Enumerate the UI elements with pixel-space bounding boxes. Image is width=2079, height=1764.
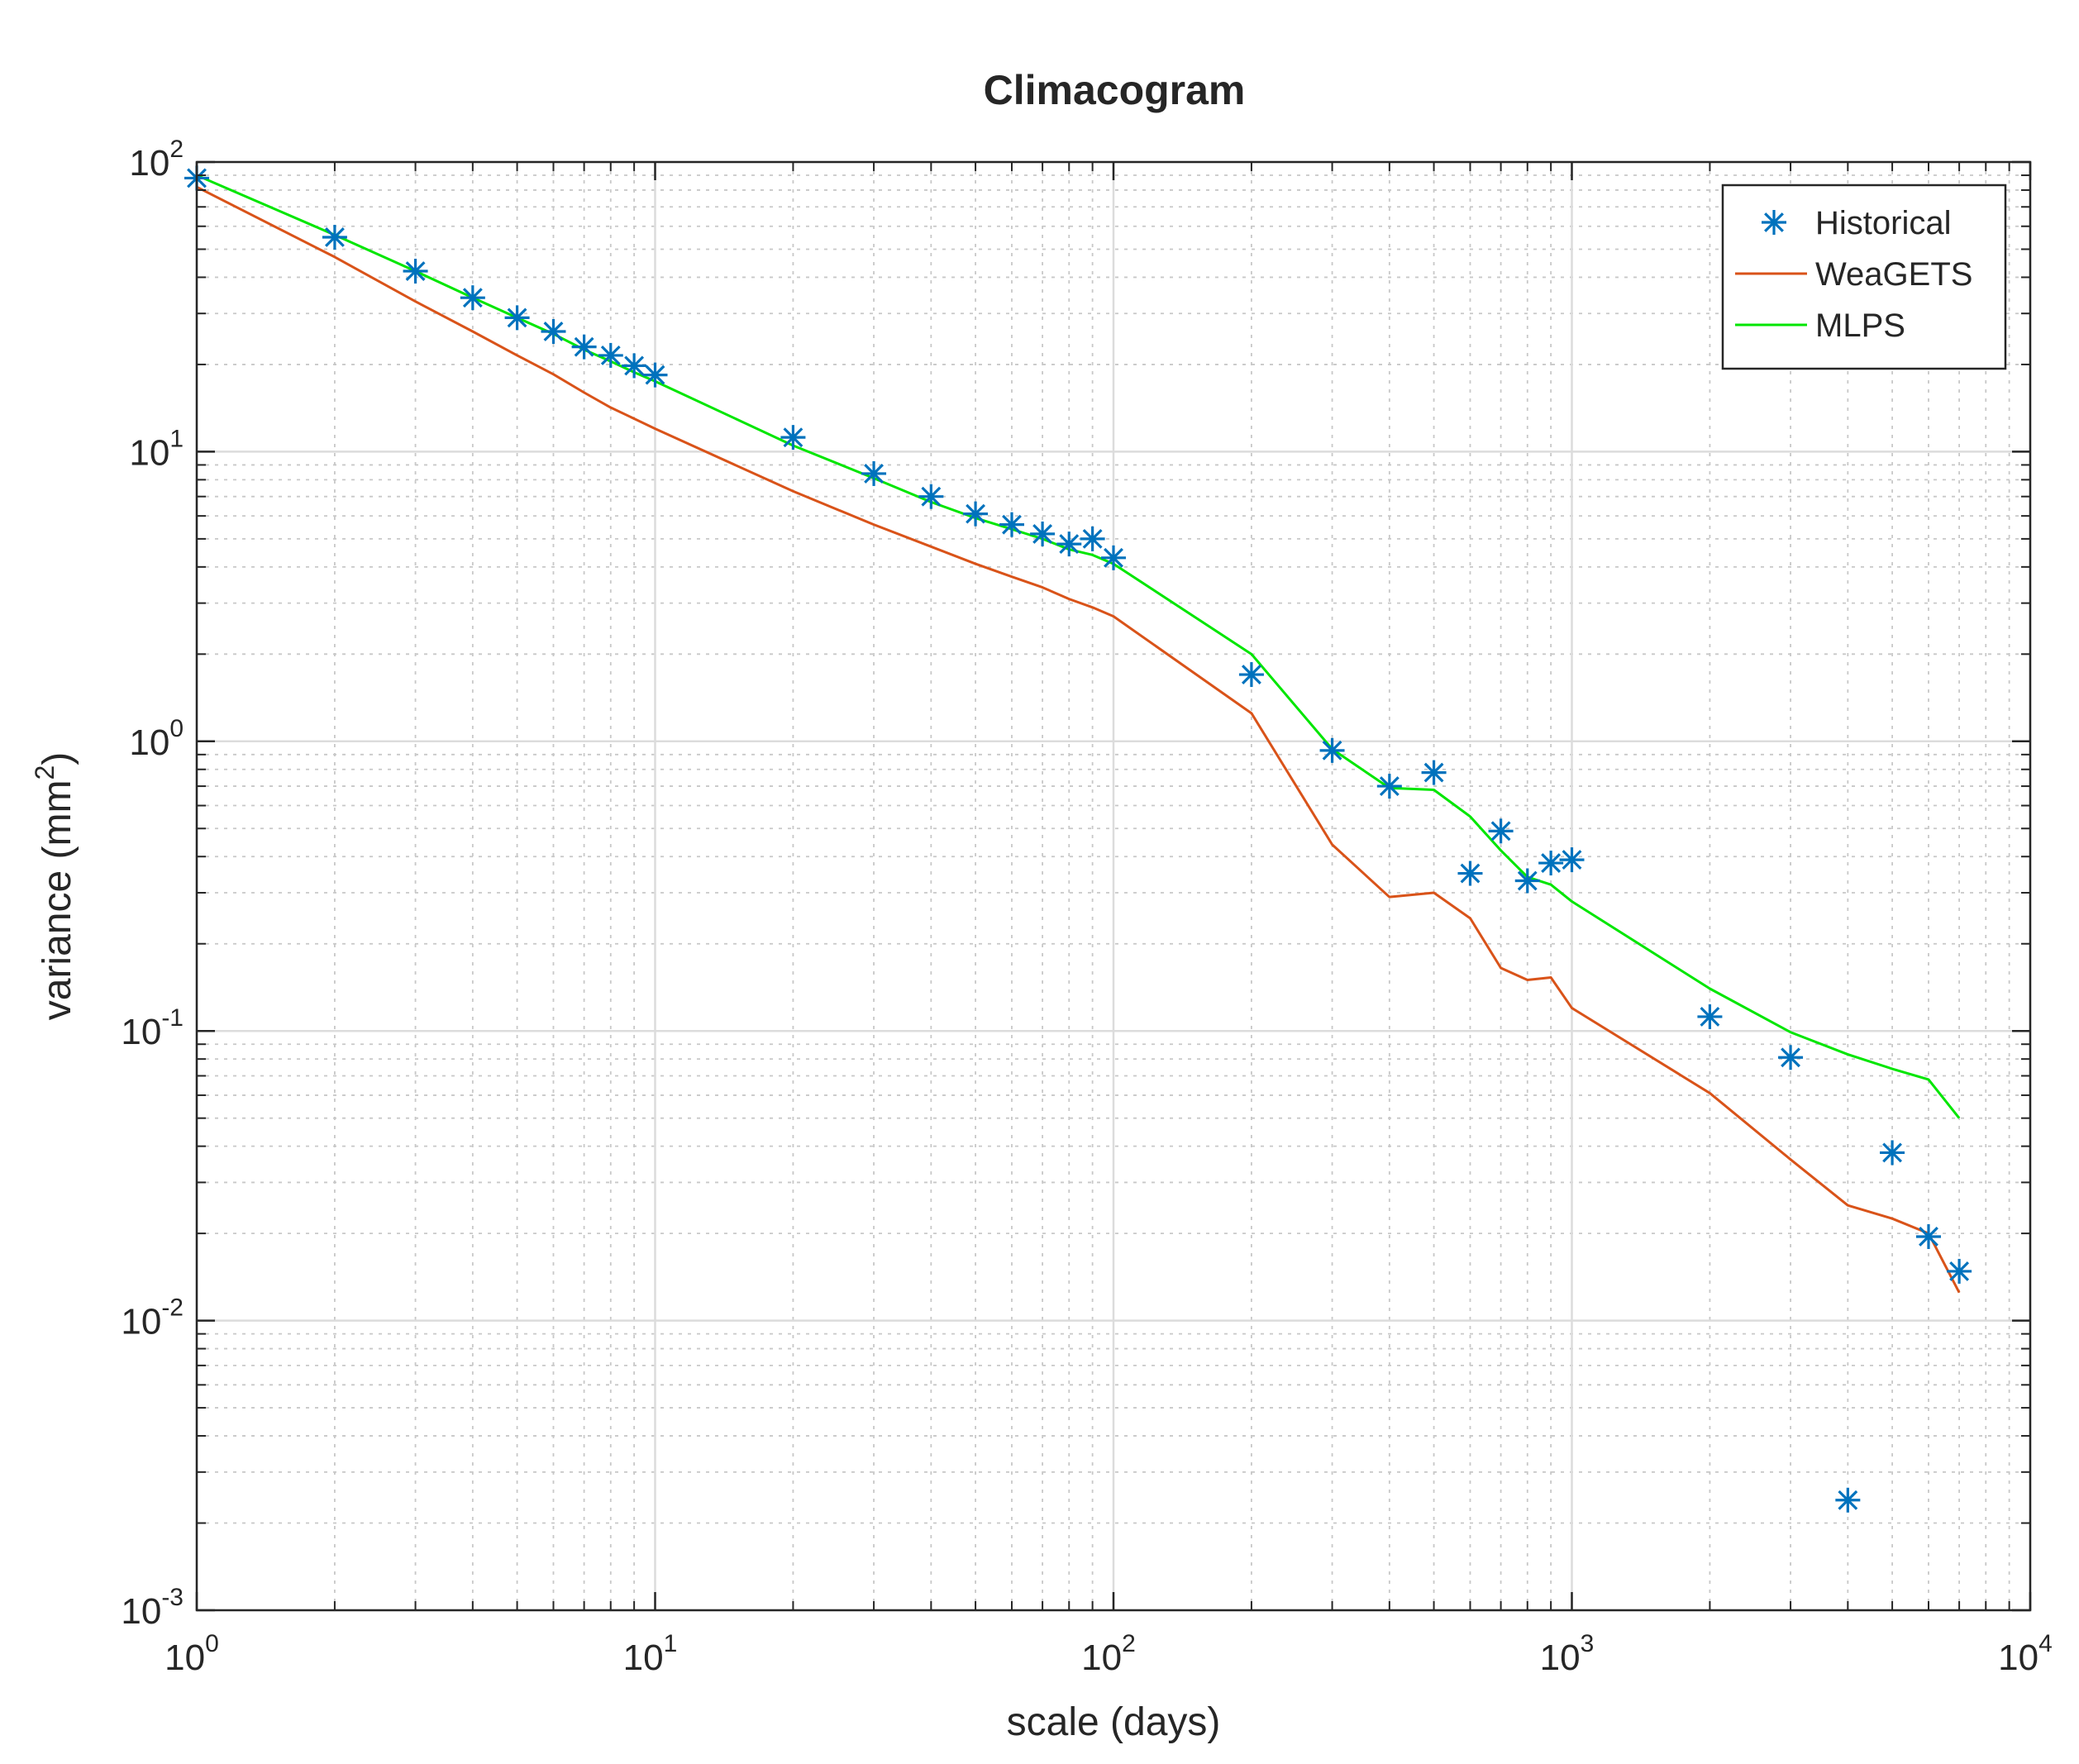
x-tick-label-base: 10 (623, 1638, 664, 1678)
x-tick-label-base: 10 (1998, 1638, 2038, 1678)
data-point-historical (1514, 868, 1540, 894)
data-point-historical (504, 305, 530, 331)
y-tick-label: 10-2 (121, 1294, 184, 1342)
data-point-historical (1697, 1004, 1723, 1029)
data-point-historical (598, 342, 623, 368)
legend-label-weagets: WeaGETS (1815, 256, 1972, 293)
data-point-historical (1947, 1258, 1972, 1284)
x-tick-label: 103 (1540, 1630, 1595, 1678)
data-point-historical (1538, 851, 1564, 876)
x-tick-label: 100 (165, 1630, 219, 1678)
data-point-historical (1457, 861, 1483, 886)
y-tick-label-base: 10 (121, 1302, 161, 1342)
y-tick-label-base: 10 (121, 1012, 161, 1052)
y-tick-label-base: 10 (129, 432, 169, 473)
x-axis-label: scale (days) (1007, 1700, 1221, 1744)
data-point-historical (1238, 662, 1264, 688)
data-point-historical (999, 512, 1024, 537)
x-tick-label: 102 (1081, 1630, 1136, 1678)
data-point-historical (1559, 847, 1585, 873)
series-markers-historical (184, 165, 1972, 1513)
data-point-historical (963, 501, 989, 527)
plot-series (184, 165, 1972, 1513)
x-tick-label: 101 (623, 1630, 678, 1678)
legend-label-mlps: MLPS (1815, 308, 1905, 344)
legend-label-historical: Historical (1815, 205, 1951, 241)
data-point-historical (1056, 532, 1082, 557)
x-tick-label-base: 10 (165, 1638, 205, 1678)
legend-marker-historical (1762, 210, 1786, 235)
x-tick-label: 104 (1998, 1630, 2053, 1678)
y-axis-label-superscript: 2 (30, 765, 60, 780)
x-tick-label-exponent: 4 (2038, 1630, 2053, 1657)
y-axis-label-prefix: variance (mm (36, 780, 79, 1021)
y-axis-label-suffix: ) (36, 752, 79, 765)
series-line-mlps (196, 174, 1961, 1119)
y-tick-label-base: 10 (129, 143, 169, 184)
data-point-historical (541, 318, 566, 344)
data-point-historical (571, 334, 597, 360)
legend-box (1721, 184, 2007, 370)
chart-title: Climacogram (984, 67, 1246, 113)
y-tick-label-exponent: 2 (169, 136, 184, 163)
y-tick-label-exponent: 1 (169, 425, 184, 452)
data-point-historical (622, 353, 647, 379)
data-point-historical (1421, 760, 1447, 785)
data-point-historical (1778, 1045, 1804, 1070)
y-tick-label: 10-1 (121, 1004, 184, 1052)
x-tick-label-base: 10 (1540, 1638, 1581, 1678)
y-tick-label: 100 (129, 715, 184, 763)
y-axis-label: variance (mm2) (30, 752, 79, 1021)
data-point-historical (1030, 521, 1056, 546)
y-tick-label-exponent: -1 (161, 1004, 184, 1032)
data-point-historical (1319, 737, 1345, 763)
data-point-historical (460, 285, 485, 311)
y-tick-label-exponent: 0 (169, 715, 184, 742)
x-tick-label-exponent: 0 (205, 1630, 219, 1657)
data-point-historical (1080, 526, 1105, 551)
x-tick-label-base: 10 (1081, 1638, 1122, 1678)
series-line-weagets (196, 185, 1961, 1294)
legend: Historical WeaGETS MLPS (1721, 184, 2007, 370)
data-point-historical (1835, 1487, 1861, 1513)
y-tick-label-exponent: -2 (161, 1294, 184, 1322)
y-tick-label: 10-3 (121, 1584, 184, 1632)
data-point-historical (1488, 818, 1514, 844)
y-tick-label-exponent: -3 (161, 1584, 184, 1611)
y-tick-label: 102 (129, 136, 184, 184)
data-point-historical (322, 224, 347, 250)
data-point-historical (780, 425, 806, 451)
data-point-historical (861, 460, 887, 486)
x-tick-label-exponent: 3 (1581, 1630, 1595, 1657)
y-tick-label-base: 10 (121, 1591, 161, 1632)
data-point-historical (1376, 774, 1402, 799)
data-point-historical (403, 259, 428, 284)
data-point-historical (1915, 1223, 1941, 1249)
y-tick-label-base: 10 (129, 722, 169, 763)
y-tick-label: 101 (129, 425, 184, 473)
data-point-historical (1101, 545, 1126, 570)
data-point-historical (918, 484, 944, 509)
data-point-historical (642, 362, 668, 388)
x-tick-label-exponent: 2 (1122, 1630, 1136, 1657)
data-point-historical (1880, 1140, 1905, 1166)
x-tick-label-exponent: 1 (664, 1630, 678, 1657)
